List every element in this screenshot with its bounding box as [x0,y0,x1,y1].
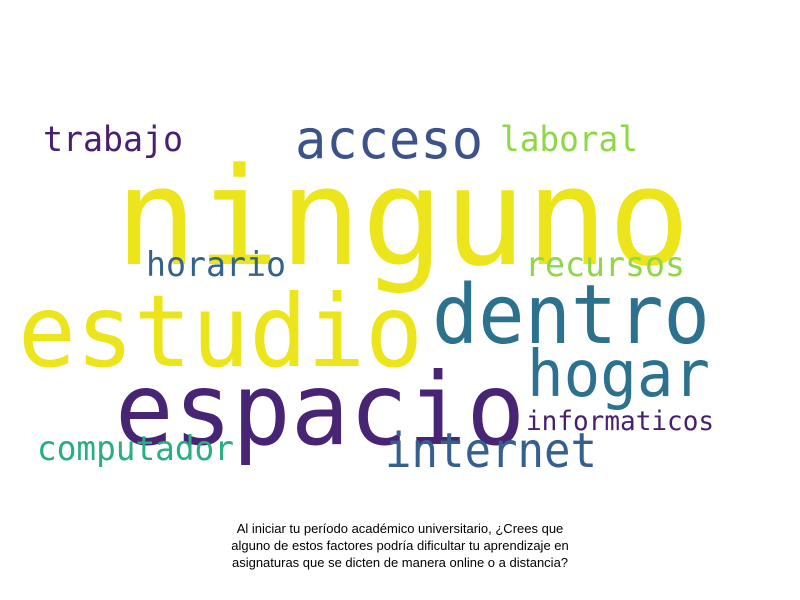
chart-caption: Al iniciar tu período académico universi… [0,520,800,571]
word-informaticos: informaticos [526,406,715,437]
word-laboral: laboral [500,120,638,160]
word-trabajo: trabajo [43,120,183,160]
caption-line-3: asignaturas que se dicten de manera onli… [231,555,569,570]
word-internet: internet [385,423,597,479]
word-espacio: espacio [115,351,526,468]
caption-line-2: alguno de estos factores podría dificult… [231,538,569,553]
word-acceso: acceso [295,108,484,171]
word-hogar: hogar [527,338,711,412]
caption-line-1: Al iniciar tu período académico universi… [236,521,564,536]
word-recursos: recursos [525,245,685,285]
word-cloud: ninguno estudio espacio dentro hogar acc… [18,108,715,479]
word-dentro: dentro [432,268,710,363]
word-ninguno: ninguno [115,139,691,296]
word-horario: horario [146,245,287,285]
word-computador: computador [37,429,234,469]
word-estudio: estudio [18,273,424,390]
